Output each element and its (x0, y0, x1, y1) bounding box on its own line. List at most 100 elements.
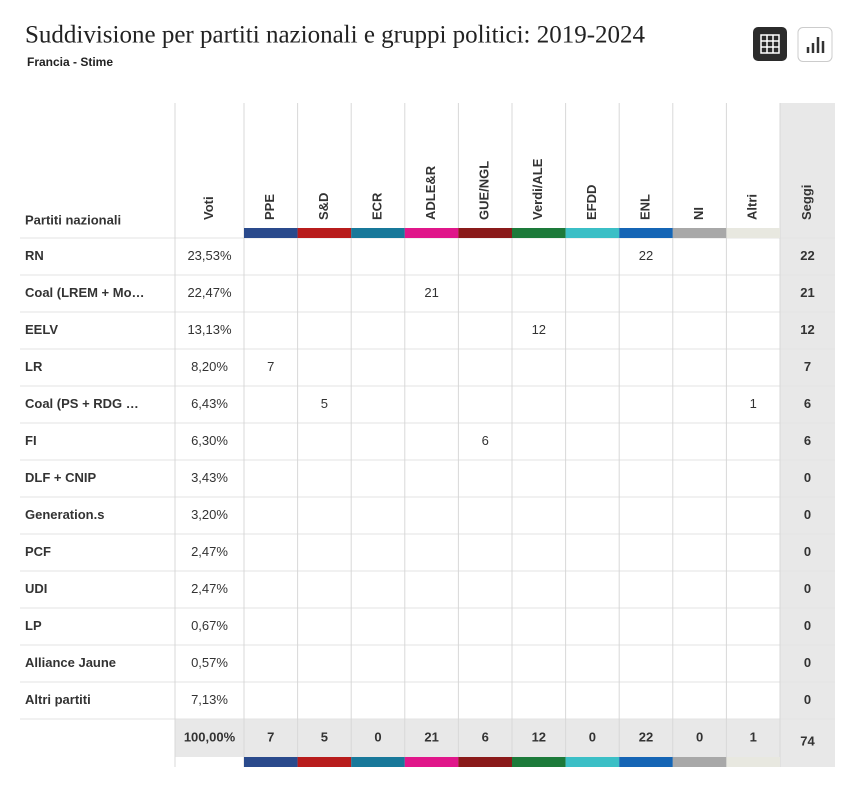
seats-total: 6 (804, 396, 811, 411)
party-name: PCF (25, 544, 51, 559)
header-label: ECR (369, 192, 384, 220)
group-color-bar (458, 757, 512, 767)
group-color-bar (619, 757, 673, 767)
party-name: RN (25, 248, 44, 263)
group-total: 22 (639, 729, 653, 744)
group-color-bar (726, 228, 780, 238)
seats-total: 0 (804, 692, 811, 707)
group-color-bar (726, 757, 780, 767)
group-color-bar (244, 757, 298, 767)
party-name: Coal (PS + RDG … (25, 396, 139, 411)
party-name: Altri partiti (25, 692, 91, 707)
group-total: 6 (482, 729, 489, 744)
votes: 23,53% (187, 248, 232, 263)
seat-cell: 12 (532, 322, 546, 337)
group-color-bar (619, 228, 673, 238)
seats-column-bg (780, 103, 835, 767)
party-name: FI (25, 433, 37, 448)
votes: 0,57% (191, 655, 228, 670)
seats-total: 12 (800, 322, 814, 337)
group-total: 5 (321, 729, 328, 744)
header-label: ADLE&R (423, 165, 438, 220)
header-label: PPE (262, 194, 277, 220)
party-name: Coal (LREM + Mo… (25, 285, 145, 300)
group-total: 7 (267, 729, 274, 744)
header-label: Seggi (799, 185, 814, 220)
button-bg (753, 27, 787, 61)
votes: 6,30% (191, 433, 228, 448)
header-label: Voti (201, 196, 216, 220)
votes: 6,43% (191, 396, 228, 411)
table: Partiti nazionali Voti Seggi PPE S&D ECR ADLE&… (20, 103, 835, 767)
seat-cell: 21 (424, 285, 438, 300)
seats-total: 0 (804, 470, 811, 485)
header-label: EFDD (584, 185, 599, 220)
votes-total: 100,00% (184, 729, 236, 744)
table-view-button[interactable] (753, 27, 787, 61)
party-name: UDI (25, 581, 47, 596)
seat-cell: 22 (639, 248, 653, 263)
group-color-bar (512, 757, 566, 767)
group-total: 21 (424, 729, 438, 744)
header-label: GUE/NGL (477, 161, 492, 220)
header-label: NI (691, 207, 706, 220)
seats-total: 0 (804, 544, 811, 559)
grid-icon (760, 34, 780, 54)
group-color-bar (512, 228, 566, 238)
votes: 2,47% (191, 581, 228, 596)
seat-cell: 6 (482, 433, 489, 448)
group-color-bar (672, 757, 727, 767)
party-name: LR (25, 359, 43, 374)
header-label: Altri (745, 194, 760, 220)
chart-view-button[interactable] (797, 27, 833, 62)
group-color-bar (351, 757, 405, 767)
bar-icon (806, 37, 825, 53)
seat-cell: 1 (750, 396, 757, 411)
totals-row-bg (175, 719, 835, 757)
group-color-bar (351, 228, 405, 238)
group-color-bar (297, 757, 352, 767)
seats-total: 7 (804, 359, 811, 374)
group-color-bar (565, 228, 620, 238)
votes: 8,20% (191, 359, 228, 374)
seat-cell: 5 (321, 396, 328, 411)
group-total: 1 (750, 729, 757, 744)
seats-total: 6 (804, 433, 811, 448)
group-total: 0 (374, 729, 381, 744)
group-total: 0 (589, 729, 596, 744)
votes: 13,13% (187, 322, 232, 337)
seats-total: 0 (804, 618, 811, 633)
party-name: Generation.s (25, 507, 104, 522)
button-bg (797, 27, 833, 62)
group-color-bar (404, 228, 459, 238)
group-total: 12 (532, 729, 546, 744)
seats-total: 22 (800, 248, 814, 263)
group-total: 0 (696, 729, 703, 744)
votes: 2,47% (191, 544, 228, 559)
header-label: Verdi/ALE (530, 158, 545, 220)
party-name: Alliance Jaune (25, 655, 116, 670)
seats-total: 0 (804, 655, 811, 670)
header-label: Partiti nazionali (25, 212, 121, 227)
seats-total: 0 (804, 507, 811, 522)
party-name: LP (25, 618, 42, 633)
votes: 7,13% (191, 692, 228, 707)
seats-total: 0 (804, 581, 811, 596)
group-color-bar (404, 757, 459, 767)
party-name: DLF + CNIP (25, 470, 96, 485)
group-color-bar (244, 228, 298, 238)
seats-total: 21 (800, 285, 814, 300)
votes: 0,67% (191, 618, 228, 633)
votes: 3,20% (191, 507, 228, 522)
group-color-bar (297, 228, 352, 238)
header-label: ENL (637, 194, 652, 220)
votes: 3,43% (191, 470, 228, 485)
seats-grand-total: 74 (800, 733, 815, 748)
group-color-bar (565, 757, 620, 767)
seat-cell: 7 (267, 359, 274, 374)
group-color-bar (672, 228, 727, 238)
votes: 22,47% (187, 285, 232, 300)
party-name: EELV (25, 322, 58, 337)
header-label: S&D (316, 193, 331, 220)
